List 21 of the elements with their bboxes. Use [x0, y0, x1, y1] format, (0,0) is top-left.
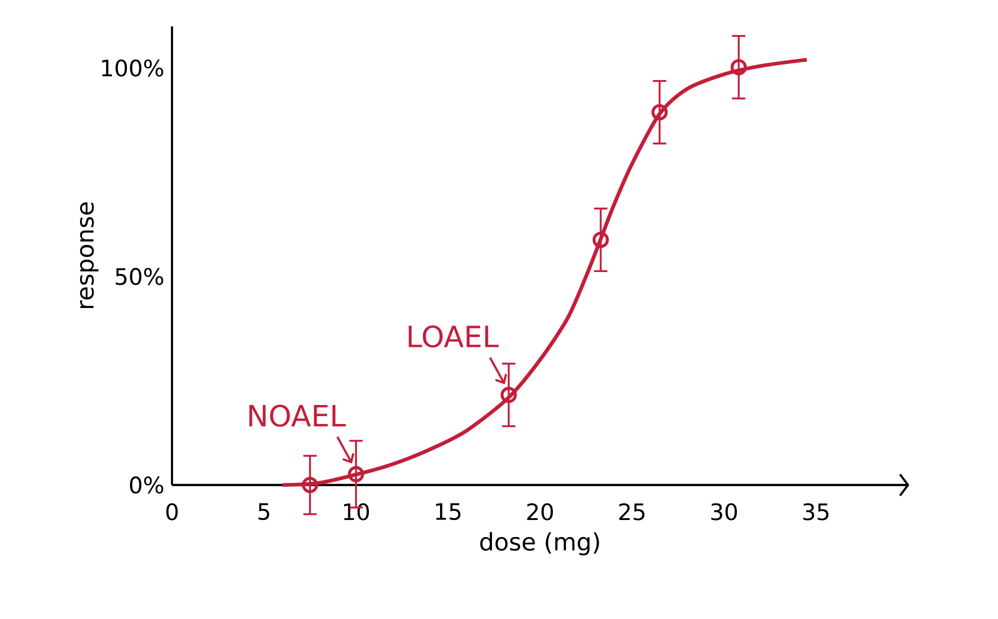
annotation: LOAEL — [408, 325, 499, 348]
x-tick-label: 15 — [436, 503, 460, 520]
point — [302, 476, 318, 494]
x-tick-label: 5 — [258, 503, 270, 520]
x-tick-label: 35 — [803, 503, 828, 520]
x-tick-label: 0 — [166, 503, 178, 520]
y-axis-title: response — [80, 202, 98, 308]
point — [730, 59, 747, 76]
x-tick-label: 20 — [527, 503, 553, 520]
y-tick-label: 50% — [116, 268, 164, 286]
x-tick-label: 30 — [711, 503, 737, 520]
annotation: NOAEL — [249, 404, 346, 427]
y-tick-label: 0% — [130, 476, 164, 494]
point — [651, 104, 668, 120]
point — [348, 466, 364, 482]
x-axis-title: dose (mg) — [480, 532, 599, 556]
point — [500, 386, 517, 404]
x-tick-label: 25 — [619, 503, 644, 520]
point — [592, 232, 609, 248]
y-tick-label: 100% — [102, 59, 164, 77]
x-tick-label: 10 — [344, 503, 369, 520]
